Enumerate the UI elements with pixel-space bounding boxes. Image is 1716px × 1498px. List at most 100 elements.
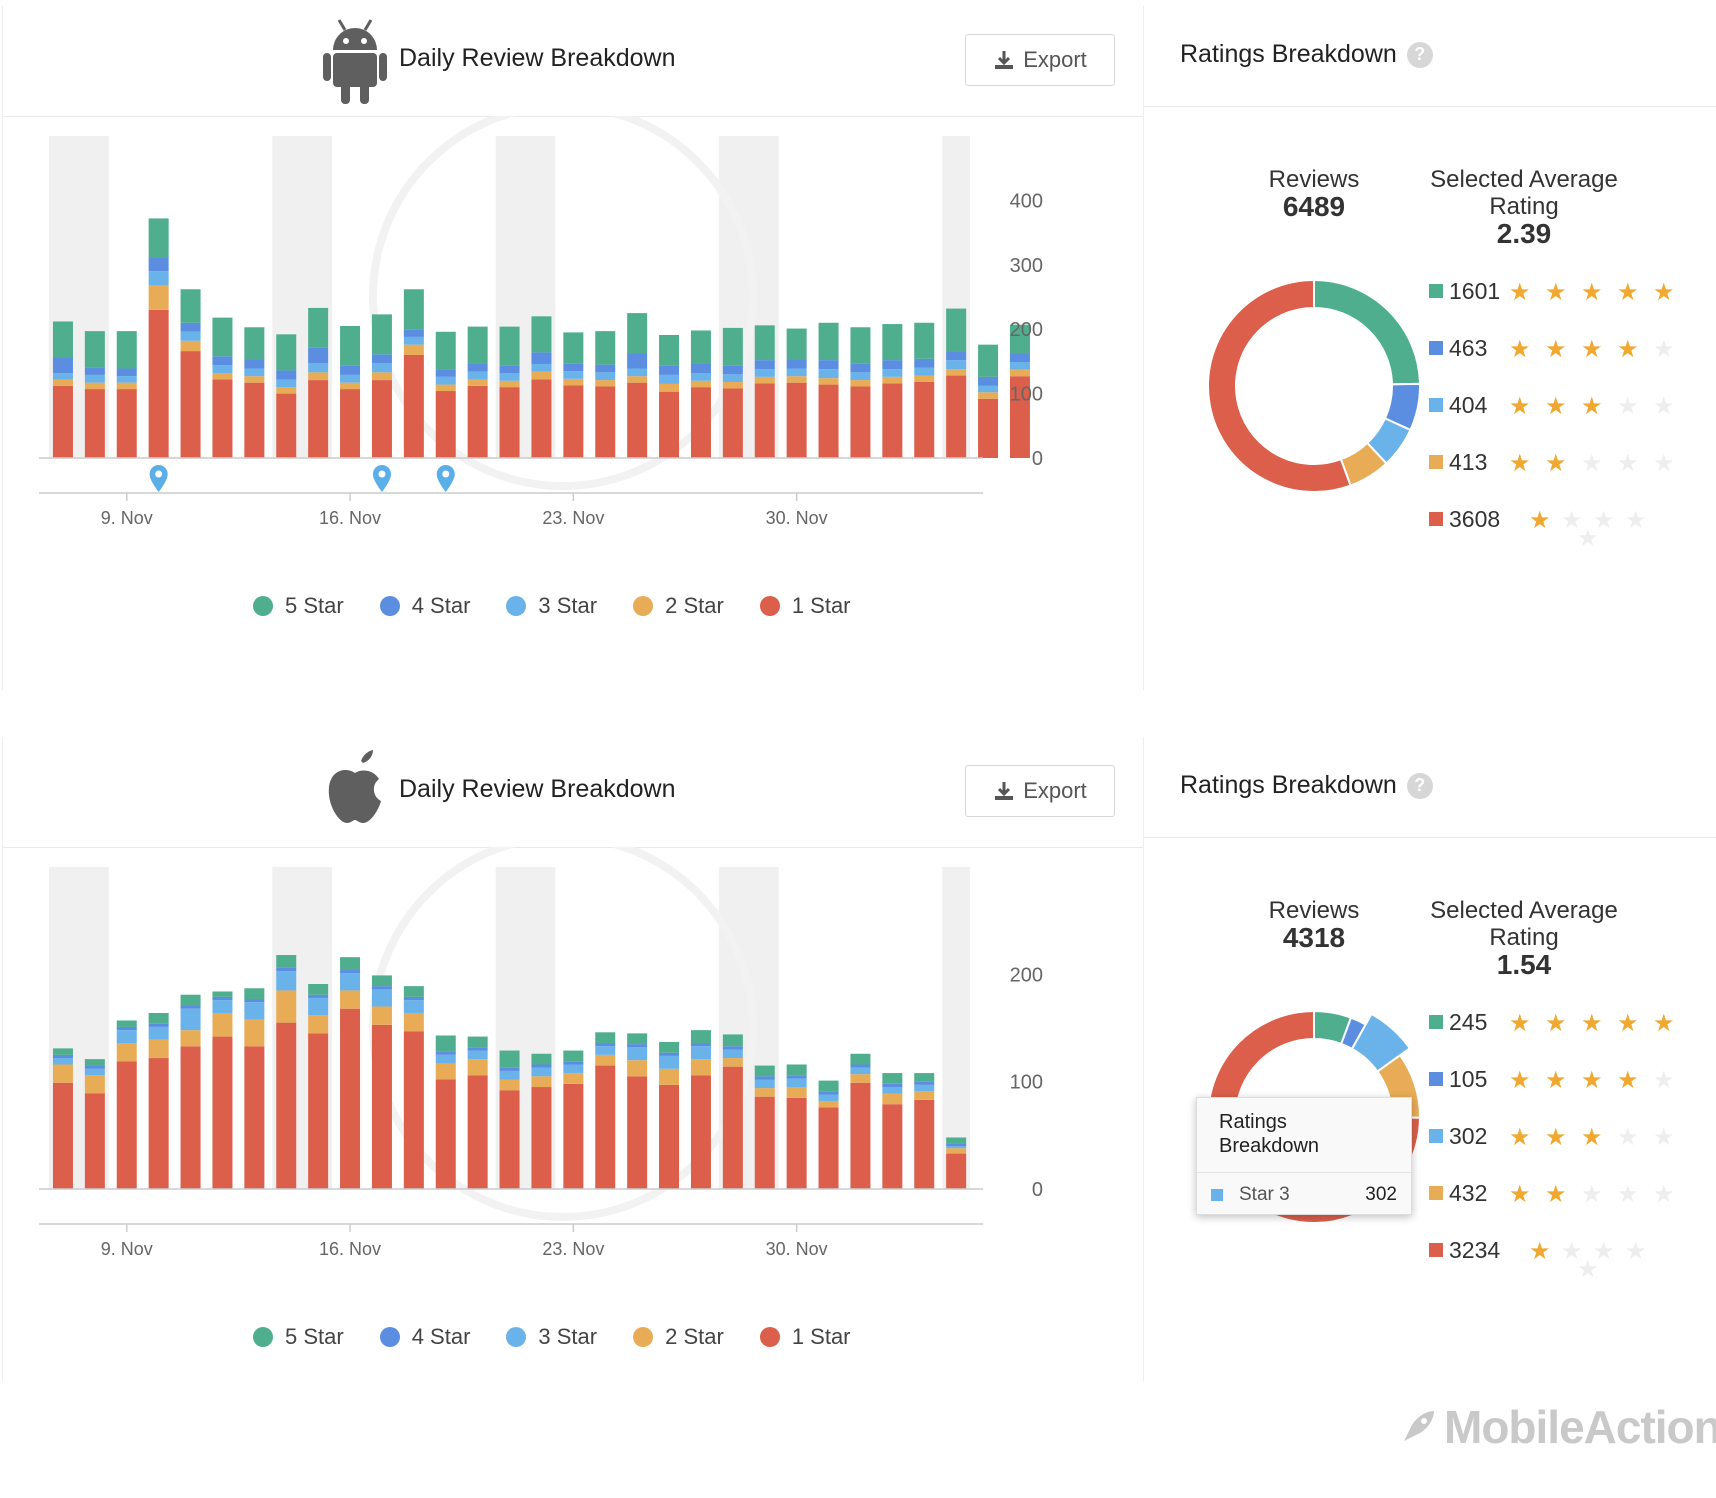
- bar-segment-2-star[interactable]: [403, 1012, 424, 1032]
- bar-segment-4-star[interactable]: [595, 364, 616, 373]
- bar-segment-4-star[interactable]: [84, 1065, 105, 1069]
- bar-segment-4-star[interactable]: [84, 367, 105, 375]
- bar-segment-1-star[interactable]: [946, 375, 967, 458]
- bar-segment-5-star[interactable]: [308, 307, 329, 348]
- bar-segment-3-star[interactable]: [722, 374, 743, 383]
- bar-segment-1-star[interactable]: [946, 1153, 967, 1189]
- bar-segment-3-star[interactable]: [276, 379, 297, 388]
- bar-segment-3-star[interactable]: [276, 971, 297, 991]
- annotation-pin-icon[interactable]: [436, 465, 455, 492]
- bar-segment-1-star[interactable]: [659, 1084, 680, 1189]
- legend-item-2-star[interactable]: 2 Star: [633, 1324, 724, 1350]
- bar-segment-2-star[interactable]: [627, 376, 648, 383]
- bar-segment-5-star[interactable]: [882, 324, 903, 361]
- bar-segment-2-star[interactable]: [914, 1091, 935, 1100]
- bar-segment-2-star[interactable]: [148, 1039, 169, 1059]
- bar-segment-3-star[interactable]: [659, 1055, 680, 1069]
- bar-segment-1-star[interactable]: [435, 1079, 456, 1189]
- bar-segment-3-star[interactable]: [946, 1146, 967, 1149]
- bar-segment-3-star[interactable]: [818, 1094, 839, 1101]
- bar-segment-1-star[interactable]: [180, 1046, 201, 1189]
- bar-segment-2-star[interactable]: [371, 1006, 392, 1025]
- bar-segment-1-star[interactable]: [659, 391, 680, 458]
- bar-segment-2-star[interactable]: [116, 1043, 137, 1062]
- bar-segment-1-star[interactable]: [882, 1104, 903, 1189]
- bar-segment-2-star[interactable]: [499, 1079, 520, 1091]
- bar-segment-1-star[interactable]: [499, 387, 520, 458]
- bar-segment-4-star[interactable]: [531, 1064, 552, 1068]
- bar-segment-2-star[interactable]: [180, 340, 201, 352]
- bar-segment-3-star[interactable]: [627, 1047, 648, 1061]
- bar-segment-4-star[interactable]: [435, 369, 456, 377]
- bar-segment-5-star[interactable]: [371, 314, 392, 355]
- bar-segment-4-star[interactable]: [467, 1047, 488, 1051]
- bar-segment-5-star[interactable]: [690, 1030, 711, 1044]
- bar-segment-1-star[interactable]: [244, 382, 265, 458]
- bar-segment-1-star[interactable]: [84, 1093, 105, 1189]
- annotation-pin-icon[interactable]: [149, 465, 168, 492]
- bar-segment-3-star[interactable]: [627, 368, 648, 377]
- bar-segment-1-star[interactable]: [340, 1008, 361, 1189]
- bar-segment-5-star[interactable]: [84, 1059, 105, 1066]
- bar-segment-1-star[interactable]: [754, 1096, 775, 1189]
- bar-segment-3-star[interactable]: [690, 1046, 711, 1060]
- bar-segment-1-star[interactable]: [244, 1046, 265, 1189]
- bar-segment-3-star[interactable]: [340, 374, 361, 383]
- bar-segment-4-star[interactable]: [180, 322, 201, 332]
- bar-segment-4-star[interactable]: [914, 358, 935, 368]
- bar-segment-5-star[interactable]: [946, 308, 967, 352]
- bar-segment-5-star[interactable]: [180, 289, 201, 323]
- bar-segment-4-star[interactable]: [659, 365, 680, 375]
- bar-segment-5-star[interactable]: [786, 328, 807, 360]
- bar-segment-4-star[interactable]: [786, 1075, 807, 1079]
- bar-segment-1-star[interactable]: [722, 1066, 743, 1189]
- bar-segment-4-star[interactable]: [563, 1061, 584, 1065]
- bar-segment-2-star[interactable]: [818, 378, 839, 385]
- bar-segment-3-star[interactable]: [754, 369, 775, 377]
- bar-segment-4-star[interactable]: [116, 368, 137, 377]
- bar-segment-2-star[interactable]: [754, 1088, 775, 1097]
- bar-segment-2-star[interactable]: [946, 369, 967, 376]
- bar-segment-5-star[interactable]: [52, 321, 73, 358]
- bar-segment-3-star[interactable]: [84, 374, 105, 383]
- bar-segment-5-star[interactable]: [499, 1050, 520, 1068]
- bar-segment-4-star[interactable]: [627, 353, 648, 369]
- bar-segment-5-star[interactable]: [52, 1048, 73, 1055]
- bar-segment-4-star[interactable]: [244, 359, 265, 369]
- bar-segment-1-star[interactable]: [499, 1090, 520, 1189]
- bar-segment-2-star[interactable]: [818, 1100, 839, 1108]
- bar-segment-3-star[interactable]: [52, 1058, 73, 1065]
- bar-segment-1-star[interactable]: [595, 386, 616, 458]
- legend-item-5-star[interactable]: 5 Star: [253, 1324, 344, 1350]
- bar-segment-4-star[interactable]: [148, 1023, 169, 1027]
- bar-segment-5-star[interactable]: [499, 326, 520, 366]
- bar-segment-3-star[interactable]: [531, 1067, 552, 1077]
- bar-segment-3-star[interactable]: [818, 369, 839, 379]
- bar-segment-1-star[interactable]: [116, 389, 137, 458]
- bar-segment-2-star[interactable]: [116, 382, 137, 390]
- bar-segment-3-star[interactable]: [52, 372, 73, 380]
- bar-segment-3-star[interactable]: [1009, 362, 1030, 370]
- bar-segment-5-star[interactable]: [914, 1073, 935, 1082]
- bar-segment-4-star[interactable]: [371, 354, 392, 364]
- bar-segment-4-star[interactable]: [371, 986, 392, 990]
- bar-segment-4-star[interactable]: [403, 996, 424, 1001]
- bar-segment-2-star[interactable]: [595, 1054, 616, 1066]
- bar-segment-1-star[interactable]: [1009, 376, 1030, 458]
- bar-segment-3-star[interactable]: [882, 1087, 903, 1094]
- bar-segment-5-star[interactable]: [786, 1064, 807, 1076]
- bar-segment-2-star[interactable]: [52, 379, 73, 386]
- bar-segment-4-star[interactable]: [850, 1064, 871, 1068]
- bar-segment-2-star[interactable]: [914, 375, 935, 383]
- bar-segment-3-star[interactable]: [84, 1068, 105, 1076]
- bar-segment-5-star[interactable]: [914, 322, 935, 359]
- bar-segment-3-star[interactable]: [435, 376, 456, 385]
- bar-segment-2-star[interactable]: [531, 371, 552, 380]
- bar-segment-2-star[interactable]: [882, 376, 903, 384]
- bar-segment-5-star[interactable]: [403, 986, 424, 997]
- bar-segment-4-star[interactable]: [1009, 353, 1030, 363]
- bar-segment-3-star[interactable]: [148, 1026, 169, 1040]
- annotation-pin-icon[interactable]: [372, 465, 391, 492]
- bar-segment-2-star[interactable]: [435, 384, 456, 392]
- bar-segment-2-star[interactable]: [850, 380, 871, 387]
